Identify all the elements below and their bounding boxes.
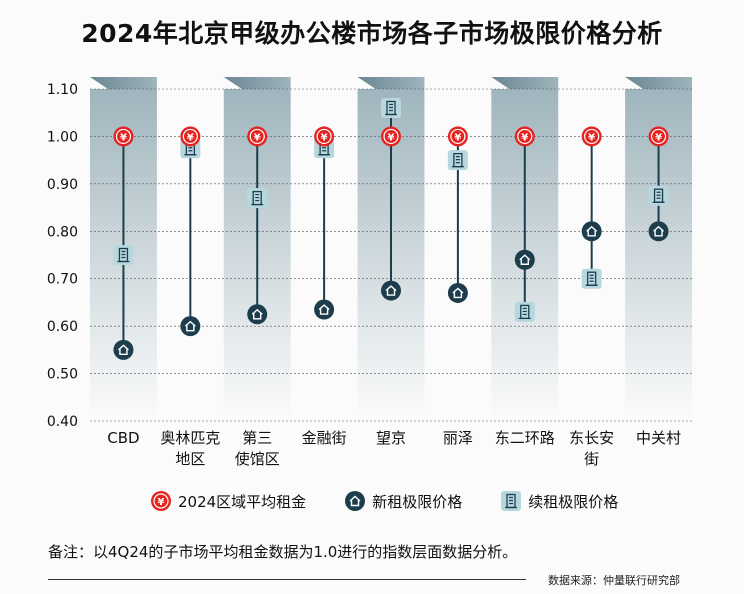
new-lease-point	[247, 304, 268, 325]
legend-label-renew: 续租极限价格	[528, 492, 619, 511]
svg-text:¥: ¥	[521, 132, 528, 143]
renewal-point	[381, 97, 401, 118]
building-icon	[501, 491, 522, 511]
x-category-label: 第三	[242, 429, 272, 447]
y-tick-label: 0.80	[47, 224, 78, 240]
renewal-point	[447, 150, 468, 171]
y-tick-label: 0.90	[47, 177, 78, 193]
renewal-point	[581, 268, 602, 289]
chart-title: 2024年北京甲级办公楼市场各子市场极限价格分析	[81, 19, 663, 48]
renewal-point	[113, 245, 134, 265]
new-lease-point	[381, 280, 401, 301]
svg-text:¥: ¥	[254, 132, 261, 143]
x-category-label: 街	[584, 450, 599, 468]
x-category-label: CBD	[107, 429, 139, 447]
x-category-label: 望京	[376, 429, 406, 447]
svg-text:¥: ¥	[388, 132, 395, 143]
column-band-cap	[625, 77, 692, 89]
new-lease-point	[581, 221, 602, 242]
avg-rent-point: ¥	[113, 126, 134, 147]
x-category-label: 中关村	[636, 429, 681, 447]
svg-text:¥: ¥	[158, 497, 165, 508]
new-lease-point	[648, 221, 669, 242]
x-category-label: 东长安	[569, 429, 614, 447]
svg-text:¥: ¥	[588, 132, 595, 143]
svg-text:¥: ¥	[655, 132, 662, 143]
x-category-label: 东二环路	[495, 429, 555, 447]
new-lease-point	[180, 316, 201, 337]
x-category-label: 丽泽	[443, 429, 473, 447]
column-band-cap	[90, 77, 157, 89]
new-lease-point	[514, 249, 535, 270]
avg-rent-point: ¥	[447, 126, 468, 147]
svg-text:¥: ¥	[187, 132, 194, 143]
column-band-cap	[357, 77, 425, 89]
y-tick-label: 1.00	[47, 129, 78, 145]
house-icon	[345, 491, 366, 511]
x-category-label: 地区	[175, 450, 205, 468]
legend: ¥ 2024区域平均租金 新租极限价格 续租极限价格	[150, 490, 670, 512]
yen-icon: ¥	[151, 491, 171, 511]
y-tick-label: 0.40	[47, 414, 78, 430]
svg-text:¥: ¥	[120, 132, 127, 143]
footnote: 备注：以4Q24的子市场平均租金数据为1.0进行的指数层面数据分析。	[48, 543, 518, 561]
chart-plot: 0.40 0.50 0.60 0.70 0.80 0.90 1.00 1.10 ¥ CBD ¥ 奥林匹…	[47, 77, 692, 468]
avg-rent-point: ¥	[514, 126, 535, 147]
y-tick-label: 0.50	[47, 367, 78, 383]
renewal-point	[247, 188, 268, 209]
avg-rent-point: ¥	[648, 126, 669, 147]
legend-item-renew: 续租极限价格	[500, 490, 618, 512]
avg-rent-point: ¥	[381, 126, 401, 147]
x-category-label: 金融街	[302, 429, 347, 447]
x-category-label: 使馆区	[235, 450, 280, 468]
new-lease-point	[314, 299, 335, 320]
y-tick-label: 0.60	[47, 319, 78, 335]
legend-label-new: 新租极限价格	[372, 492, 463, 511]
renewal-point	[648, 185, 669, 206]
svg-text:¥: ¥	[454, 132, 461, 143]
avg-rent-point: ¥	[581, 126, 602, 147]
y-tick-label: 0.70	[47, 272, 78, 288]
source-text: 数据来源：仲量联行研究部	[548, 574, 680, 587]
divider	[48, 579, 526, 580]
column-band-cap	[491, 77, 559, 89]
legend-label-avg: 2024区域平均租金	[178, 492, 307, 511]
legend-item-new: 新租极限价格	[344, 490, 462, 512]
x-category-label: 奥林匹克	[160, 429, 220, 447]
new-lease-point	[113, 339, 134, 360]
avg-rent-point: ¥	[314, 126, 335, 147]
column-band-cap	[223, 77, 291, 89]
y-tick-label: 1.10	[47, 82, 78, 98]
svg-text:¥: ¥	[321, 132, 328, 143]
avg-rent-point: ¥	[247, 126, 268, 147]
legend-item-avg: ¥ 2024区域平均租金	[150, 490, 306, 512]
new-lease-point	[447, 282, 468, 303]
renewal-point	[514, 301, 535, 322]
avg-rent-point: ¥	[180, 126, 201, 147]
